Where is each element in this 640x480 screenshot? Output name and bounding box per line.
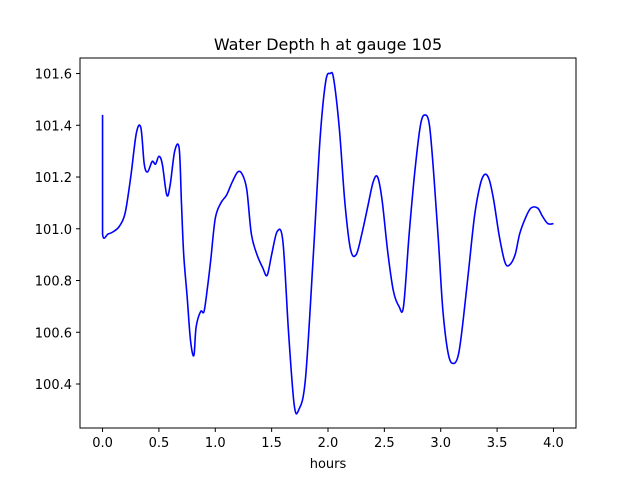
plot-frame xyxy=(79,57,577,429)
x-tick-label: 3.5 xyxy=(487,436,508,451)
y-tick-label: 101.0 xyxy=(35,223,72,238)
y-tick-label: 100.8 xyxy=(35,275,72,290)
x-axis-ticks: 0.0 0.5 1.0 1.5 2.0 2.5 3.0 3.5 4.0 xyxy=(92,428,564,451)
x-tick-label: 2.5 xyxy=(374,436,395,451)
chart-title: Water Depth h at gauge 105 xyxy=(214,35,442,54)
x-tick-label: 3.0 xyxy=(430,436,451,451)
y-tick-label: 100.6 xyxy=(35,326,72,341)
y-tick-label: 101.2 xyxy=(35,171,72,186)
series-line xyxy=(101,71,554,415)
plot-area xyxy=(80,58,576,428)
y-tick-label: 101.6 xyxy=(35,68,72,83)
x-tick-label: 2.0 xyxy=(318,436,339,451)
x-tick-label: 1.5 xyxy=(261,436,282,451)
data-layer xyxy=(101,71,554,415)
y-tick-label: 100.4 xyxy=(35,378,72,393)
x-tick-label: 4.0 xyxy=(543,436,564,451)
x-axis-label: hours xyxy=(310,457,347,472)
x-tick-label: 0.0 xyxy=(92,436,113,451)
x-tick-label: 0.5 xyxy=(149,436,170,451)
x-tick-label: 1.0 xyxy=(205,436,226,451)
y-tick-label: 101.4 xyxy=(35,119,72,134)
y-axis-ticks: 100.4 100.6 100.8 101.0 101.2 101.4 101.6 xyxy=(35,68,80,393)
